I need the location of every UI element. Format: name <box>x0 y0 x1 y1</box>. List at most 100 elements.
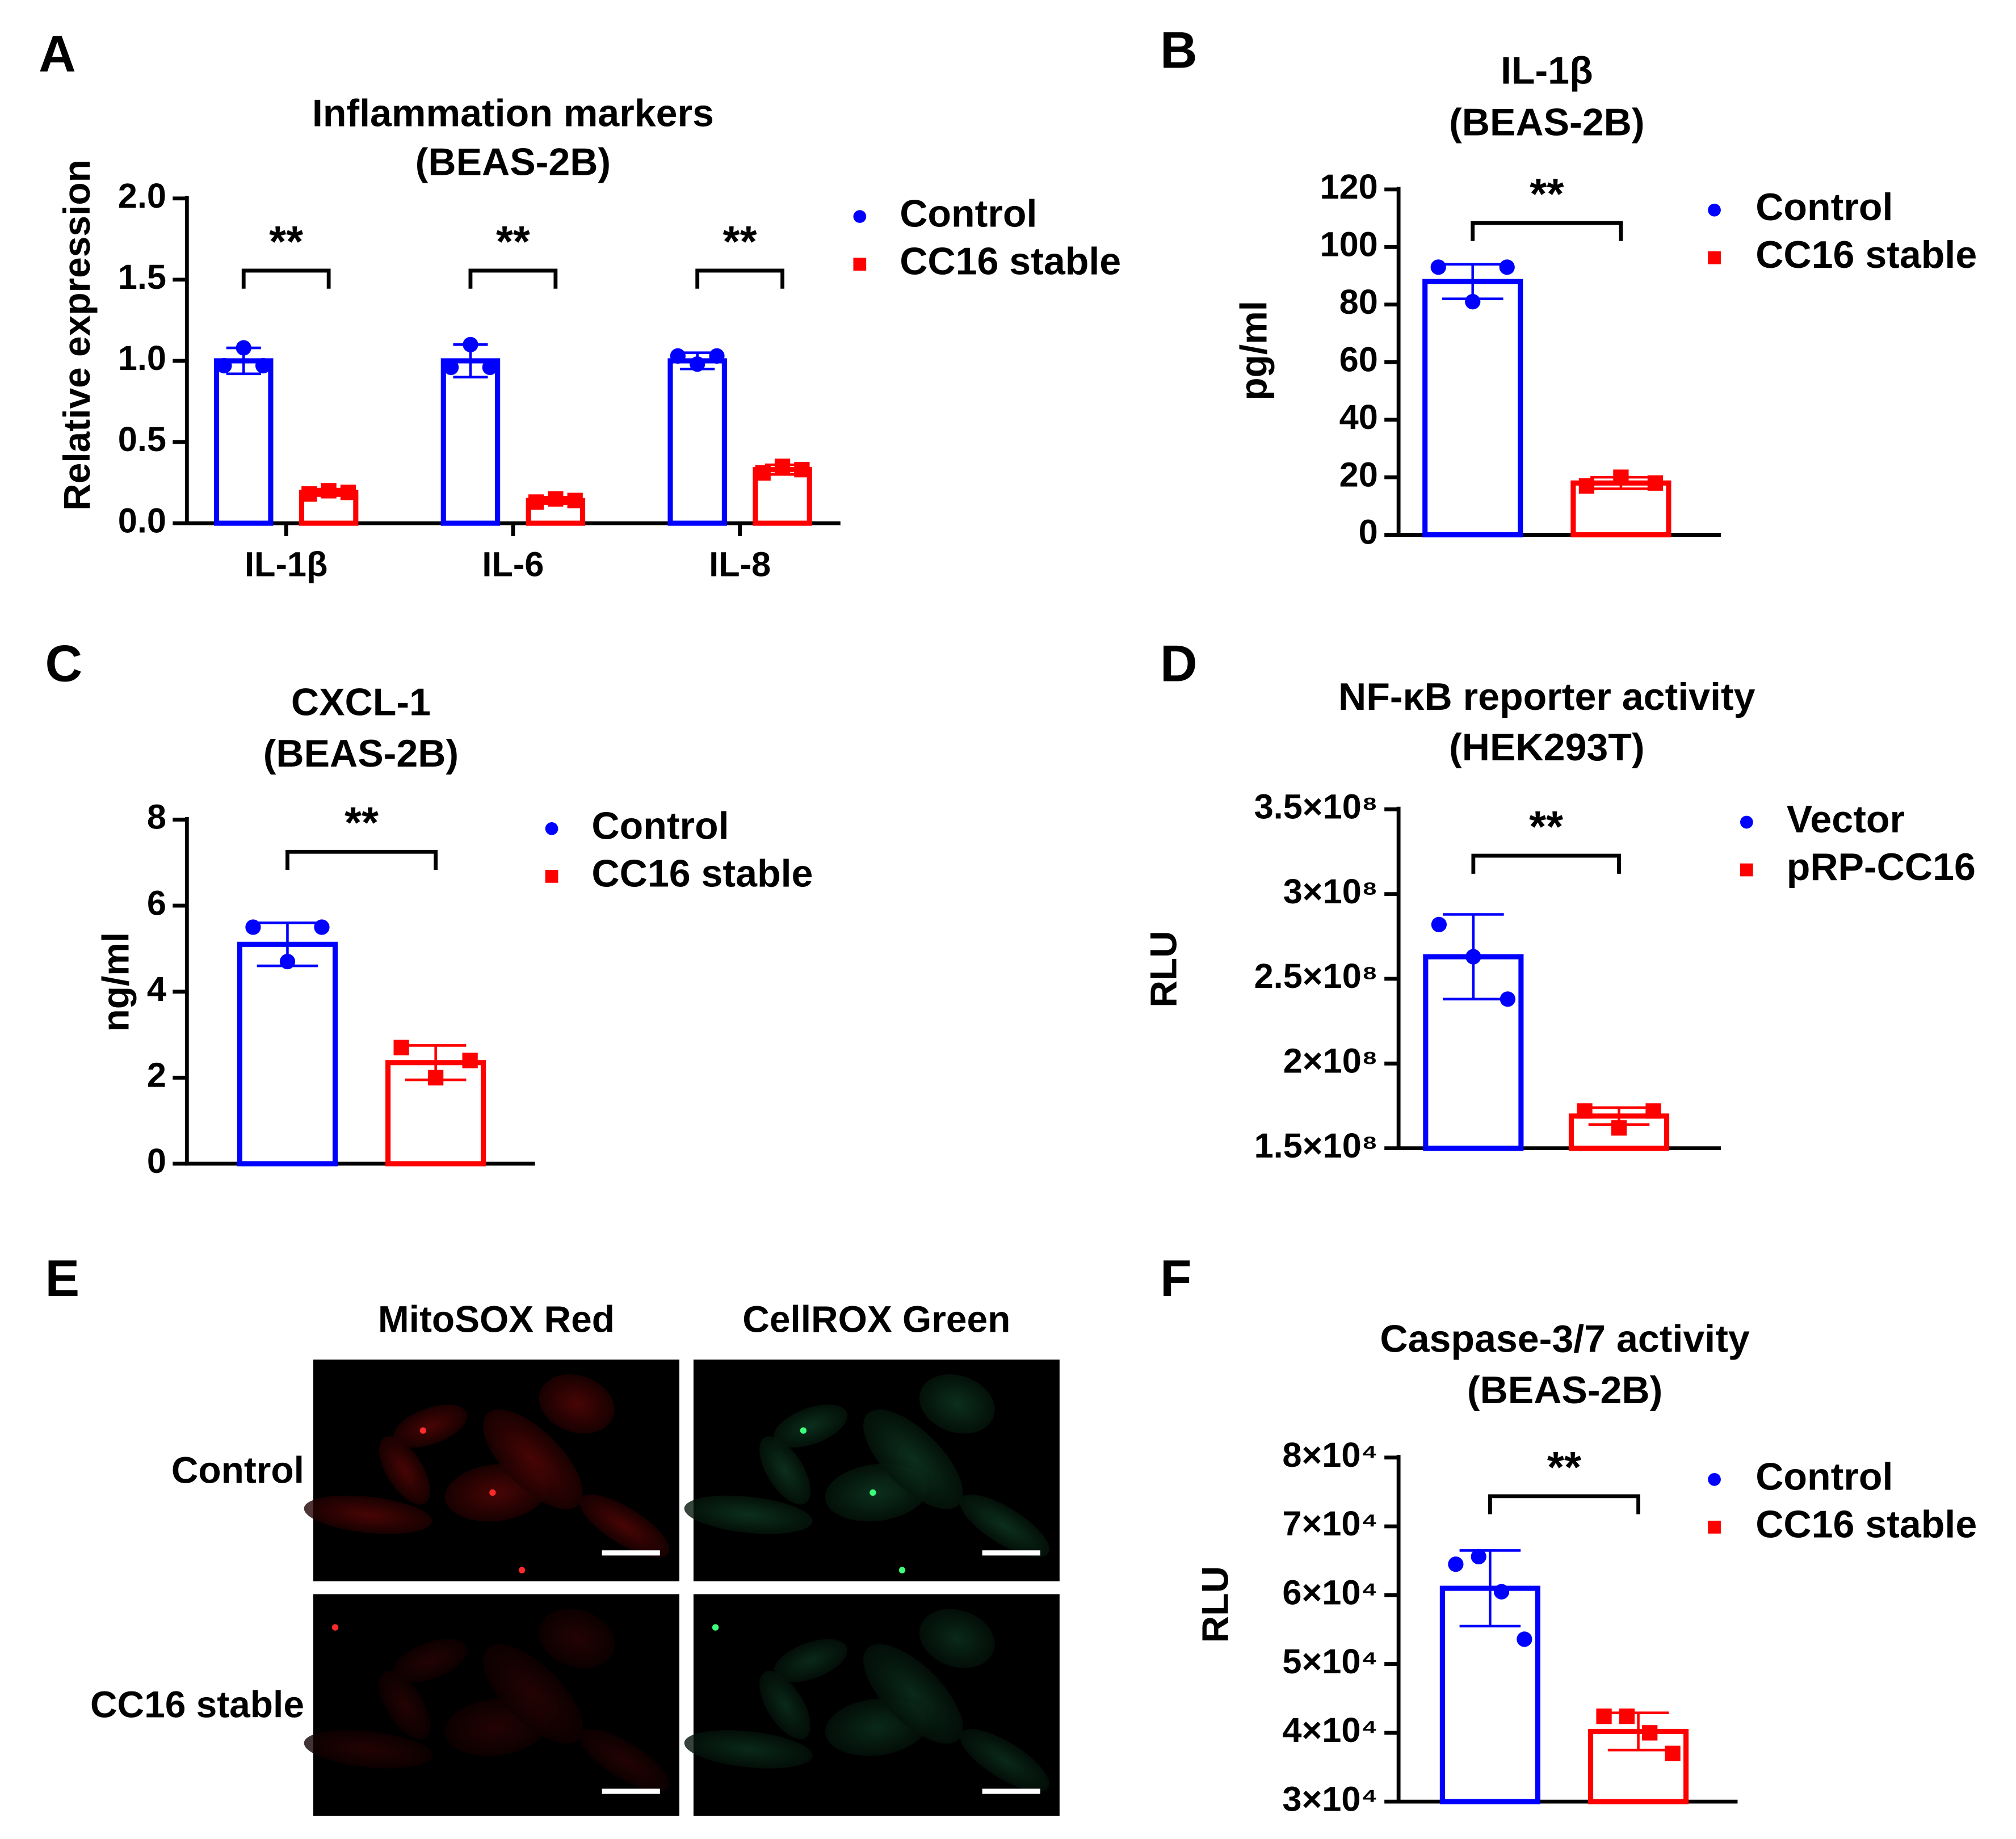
data-point <box>1517 1631 1532 1647</box>
x-tick-label: IL-8 <box>709 545 771 584</box>
bright-spot <box>489 1489 496 1496</box>
significance-bracket <box>1471 853 1621 874</box>
data-point <box>670 348 686 364</box>
data-point <box>794 462 810 478</box>
significance-bracket <box>1471 221 1623 241</box>
bright-spot <box>870 1489 876 1496</box>
data-point <box>1647 475 1664 491</box>
data-point <box>1500 991 1515 1007</box>
cell <box>919 1609 995 1668</box>
significance-bracket <box>695 268 784 289</box>
legend-label: Control <box>1755 1455 1893 1498</box>
data-point <box>1645 1103 1661 1119</box>
cell <box>774 1639 848 1682</box>
y-tick-label: 0 <box>1359 512 1378 552</box>
data-point <box>1465 294 1481 310</box>
cell <box>483 1409 583 1509</box>
bar <box>440 358 501 526</box>
data-point <box>1577 1103 1593 1119</box>
y-tick-label: 8×10⁴ <box>1282 1435 1377 1474</box>
y-tick-label: 2.0 <box>118 176 166 215</box>
data-point <box>1740 863 1753 877</box>
y-tick-label: 0 <box>147 1141 166 1180</box>
significance-label: ** <box>1547 1443 1581 1492</box>
y-tick-label: 5×10⁴ <box>1282 1642 1377 1681</box>
data-point <box>1708 1521 1721 1534</box>
y-tick-label: 120 <box>1320 167 1377 206</box>
data-point <box>428 1070 444 1085</box>
cell <box>483 1644 583 1744</box>
y-tick-label: 0.0 <box>118 500 166 540</box>
cell <box>539 1609 615 1668</box>
data-point <box>1740 815 1753 829</box>
chart-subtitle: (BEAS-2B) <box>1449 100 1644 144</box>
y-tick-label: 4×10⁴ <box>1282 1710 1377 1749</box>
cell <box>393 1639 468 1682</box>
significance-bracket <box>1488 1494 1640 1514</box>
y-tick-label: 7×10⁴ <box>1282 1504 1377 1543</box>
significance-label: ** <box>1529 802 1563 851</box>
legend-label: Vector <box>1787 798 1905 841</box>
data-point <box>1596 1708 1612 1724</box>
panel-letter: B <box>1160 22 1198 79</box>
bar <box>214 358 274 526</box>
panel-letter: C <box>45 635 82 692</box>
cell <box>304 1495 432 1534</box>
cell <box>379 1670 431 1739</box>
panel-letter: F <box>1160 1250 1191 1307</box>
data-point <box>1471 1548 1486 1564</box>
y-tick-label: 8 <box>147 797 166 836</box>
significance-label: ** <box>1530 170 1564 218</box>
chart-title: Inflammation markers <box>312 91 714 134</box>
y-tick-label: 40 <box>1339 397 1378 436</box>
legend-label: Control <box>900 192 1037 235</box>
significance-bracket <box>468 268 558 289</box>
data-point <box>245 919 261 935</box>
chart-title: NF-κB reporter activity <box>1338 675 1755 718</box>
cell <box>684 1495 813 1534</box>
cell <box>379 1436 431 1505</box>
data-point <box>393 1040 409 1055</box>
data-point <box>1665 1745 1681 1761</box>
chart-title: CXCL-1 <box>291 680 431 723</box>
data-point <box>1448 1556 1464 1572</box>
chart-title: IL-1β <box>1501 49 1593 92</box>
column-label: CellROX Green <box>742 1298 1010 1340</box>
data-point <box>314 919 330 935</box>
cell <box>579 1729 669 1792</box>
bright-spot <box>800 1427 807 1434</box>
chart-title: Caspase-3/7 activity <box>1380 1317 1749 1360</box>
y-tick-label: 80 <box>1339 282 1378 321</box>
legend-label: CC16 stable <box>900 240 1121 283</box>
cell <box>863 1644 963 1744</box>
significance-bracket <box>241 268 331 289</box>
data-point <box>774 458 791 474</box>
y-tick-label: 20 <box>1339 455 1378 494</box>
data-point <box>279 953 296 970</box>
data-point <box>1613 469 1629 485</box>
data-point <box>853 210 867 223</box>
y-tick-label: 4 <box>147 969 166 1008</box>
data-point <box>690 356 705 372</box>
cell <box>919 1374 995 1434</box>
cell <box>759 1436 811 1505</box>
legend-label: Control <box>591 804 729 847</box>
y-tick-label: 2×10⁸ <box>1283 1041 1378 1080</box>
bright-spot <box>419 1427 427 1434</box>
y-axis-label: RLU <box>1143 931 1185 1007</box>
data-point <box>1708 1472 1721 1486</box>
data-point <box>545 870 558 883</box>
significance-label: ** <box>345 798 379 847</box>
legend-label: pRP-CC16 <box>1787 845 1976 889</box>
significance-bracket <box>285 849 438 870</box>
cell <box>539 1374 615 1434</box>
data-point <box>255 357 271 374</box>
data-point <box>1619 1708 1635 1724</box>
data-point <box>1578 478 1595 494</box>
y-tick-label: 3×10⁸ <box>1283 872 1378 911</box>
panel-letter: E <box>45 1250 79 1307</box>
y-tick-label: 6×10⁴ <box>1282 1572 1377 1611</box>
panel-letter: D <box>1160 635 1198 692</box>
data-point <box>567 493 583 508</box>
legend-label: Control <box>1755 186 1893 229</box>
